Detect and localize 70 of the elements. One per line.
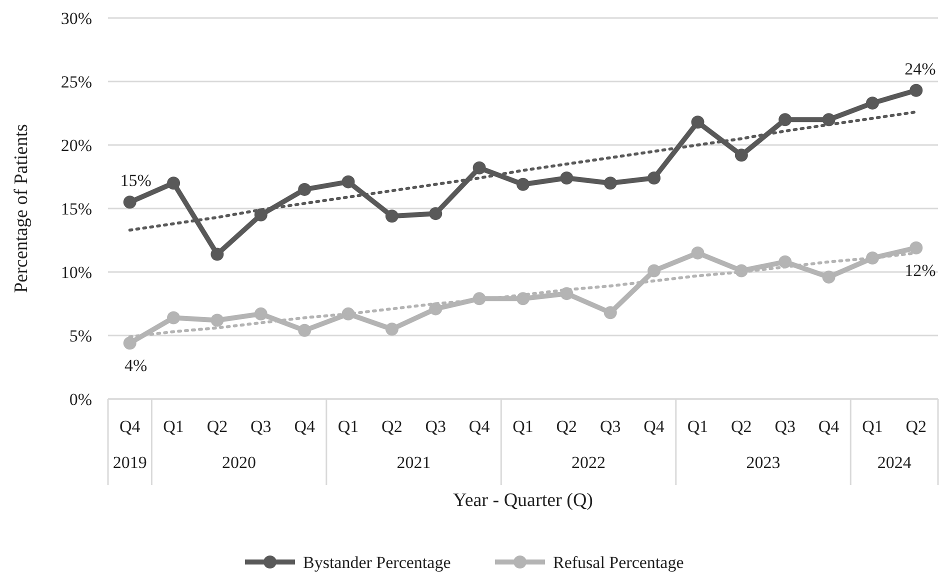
text: 2020 bbox=[222, 453, 256, 472]
x-tick-label: Q2 bbox=[906, 417, 927, 436]
text: 2022 bbox=[572, 453, 606, 472]
x-tick-label: Q1 bbox=[687, 417, 708, 436]
x-tick-label: Q1 bbox=[338, 417, 359, 436]
point bbox=[910, 84, 923, 97]
point bbox=[822, 270, 836, 284]
point bbox=[472, 161, 486, 174]
point bbox=[778, 255, 792, 268]
x-tick-label: Q3 bbox=[425, 417, 446, 436]
point bbox=[734, 148, 748, 162]
data-label: 24% bbox=[904, 59, 936, 78]
y-tick-label: 15% bbox=[60, 199, 92, 218]
legend-label: Refusal Percentage bbox=[553, 553, 684, 572]
point bbox=[298, 324, 312, 337]
point bbox=[516, 178, 530, 191]
x-tick-label: Q4 bbox=[294, 417, 316, 436]
point bbox=[298, 182, 312, 196]
x-tick-label: Q4 bbox=[468, 417, 490, 436]
text: 2021 bbox=[396, 453, 431, 472]
data-label: 12% bbox=[904, 260, 936, 280]
point bbox=[429, 207, 442, 220]
x-tick-label: Q4 bbox=[644, 417, 665, 436]
x-tick-label: Q3 bbox=[774, 417, 796, 436]
text: 2024 bbox=[877, 453, 912, 472]
point bbox=[691, 116, 704, 129]
point bbox=[822, 113, 836, 126]
y-tick-label: 25% bbox=[60, 72, 92, 92]
point bbox=[648, 172, 661, 185]
data-label: 4% bbox=[124, 356, 148, 376]
point bbox=[648, 264, 661, 278]
legend-label: Bystander Percentage bbox=[303, 553, 451, 572]
point bbox=[866, 96, 879, 110]
text: 2023 bbox=[746, 453, 780, 472]
y-tick-label: 0% bbox=[69, 390, 92, 409]
y-axis-title: Percentage of Patients bbox=[11, 124, 32, 293]
point bbox=[778, 113, 792, 126]
x-tick-label: Q1 bbox=[163, 417, 184, 436]
x-tick-label: Q2 bbox=[206, 417, 228, 436]
y-tick-label: 20% bbox=[60, 136, 92, 155]
point bbox=[604, 306, 617, 320]
x-tick-label: Q4 bbox=[818, 417, 840, 436]
point bbox=[604, 176, 617, 190]
x-tick-label: Q3 bbox=[600, 417, 621, 436]
x-tick-label: Q4 bbox=[119, 417, 141, 436]
x-tick-label: Q1 bbox=[862, 417, 883, 436]
y-tick-label: 10% bbox=[60, 262, 92, 282]
point bbox=[210, 314, 224, 327]
x-axis-title: Year - Quarter (Q) bbox=[453, 490, 593, 511]
point bbox=[385, 210, 398, 223]
x-tick-label: Q2 bbox=[382, 417, 402, 436]
x-tick-label: Q3 bbox=[250, 417, 272, 436]
point bbox=[342, 175, 355, 188]
point bbox=[167, 176, 180, 190]
point bbox=[167, 311, 180, 324]
y-tick-label: 5% bbox=[69, 326, 92, 346]
x-tick-label: Q2 bbox=[556, 417, 578, 436]
x-tick-label: Q2 bbox=[731, 417, 752, 436]
x-tick-label: Q1 bbox=[512, 417, 534, 436]
point bbox=[123, 336, 136, 350]
point bbox=[254, 307, 268, 320]
point bbox=[385, 322, 398, 336]
y-tick-label: 30% bbox=[60, 8, 92, 28]
data-label: 15% bbox=[120, 171, 152, 190]
point bbox=[123, 196, 136, 209]
point bbox=[691, 246, 704, 260]
point bbox=[210, 248, 224, 261]
text: 2019 bbox=[112, 453, 147, 472]
point bbox=[910, 241, 923, 254]
point bbox=[560, 172, 574, 185]
